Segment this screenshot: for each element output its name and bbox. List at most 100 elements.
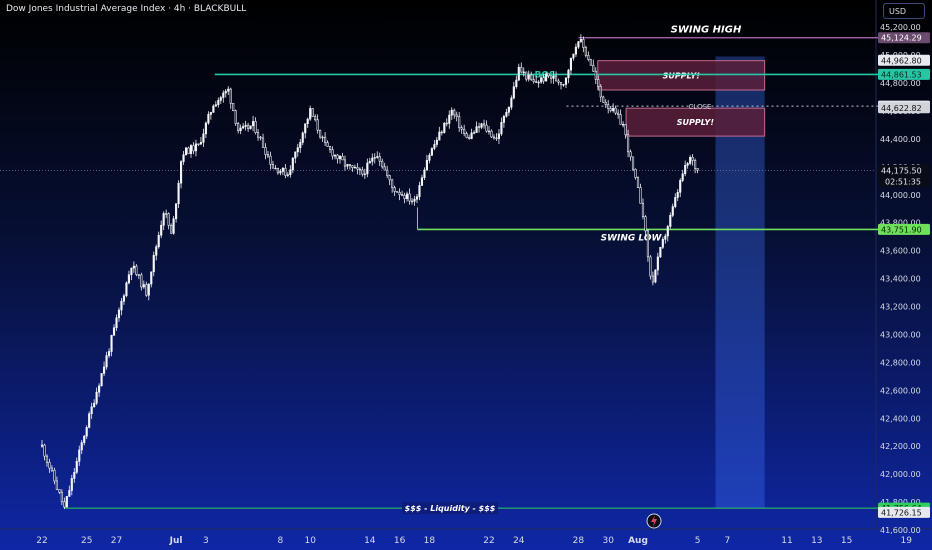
price-label-box	[878, 223, 930, 235]
candle-body-191	[515, 79, 518, 87]
candle-body-141	[391, 179, 394, 189]
candle-body-132	[368, 161, 371, 164]
candle-body-29	[112, 327, 116, 336]
y-tick-label: 43,400.00	[880, 275, 921, 284]
x-tick-label: 5	[695, 536, 701, 546]
candle-body-92	[269, 155, 272, 165]
y-tick-label: 43,000.00	[880, 330, 921, 339]
candle-body-233	[619, 114, 622, 125]
candle-body-165	[450, 109, 453, 116]
candle-body-114	[324, 136, 327, 143]
candle-body-44	[150, 271, 153, 285]
candle-body-54	[175, 203, 178, 220]
chart-title: Dow Jones Industrial Average Index · 4h …	[6, 4, 247, 14]
candle-body-109	[311, 108, 314, 117]
candle-body-47	[157, 234, 160, 248]
candle-body-116	[328, 146, 332, 150]
candle-body-206	[552, 75, 555, 79]
candle-body-150	[413, 198, 416, 202]
candle-body-127	[356, 166, 359, 170]
candle-body-204	[547, 73, 550, 77]
candle-body-24	[100, 373, 103, 387]
annotation-layer: SUPPLY! SUPPLY! SWING HIGH BOS CLOSE SWING LO…	[0, 25, 914, 515]
candle-body-122	[343, 159, 347, 167]
candle-body-95	[276, 167, 279, 174]
candle-body-209	[559, 82, 563, 85]
candle-body-7	[58, 489, 61, 493]
swing-high-label: SWING HIGH	[671, 25, 742, 36]
candle-body-83	[247, 124, 250, 129]
candle-body-32	[120, 300, 123, 311]
candle-body-13	[73, 472, 76, 479]
candle-body-232	[617, 112, 620, 115]
price-axis[interactable]: 41,600.00 41,800.00 42,000.00 42,200.00 42,4…	[878, 23, 930, 535]
candle-body-145	[401, 194, 404, 196]
candle-body-246	[651, 275, 654, 283]
supply-label-2: SUPPLY!	[677, 118, 715, 127]
candle-body-126	[353, 166, 356, 169]
x-tick-label: 15	[841, 536, 852, 546]
candle-body-45	[152, 255, 155, 273]
price-label: 44,622.82	[881, 104, 922, 113]
candle-body-186	[502, 115, 505, 123]
lightning-icon[interactable]	[646, 513, 662, 529]
candle-body-229	[609, 108, 612, 112]
candle-body-106	[304, 123, 307, 134]
currency-selector[interactable]: USD	[883, 3, 925, 19]
y-tick-label: 43,200.00	[880, 303, 921, 312]
candle-body-43	[147, 283, 150, 296]
candle-body-0	[40, 444, 44, 447]
candle-body-124	[348, 164, 352, 166]
y-tick-label: 45,200.00	[880, 23, 921, 32]
candle-body-41	[142, 284, 145, 288]
candle-body-153	[420, 177, 424, 186]
candle-body-131	[366, 162, 369, 175]
candle-body-221	[589, 59, 592, 66]
candle-body-111	[316, 119, 319, 131]
candle-body-164	[448, 114, 451, 124]
candle-body-12	[70, 478, 73, 491]
candle-body-134	[373, 157, 376, 159]
candle-body-57	[182, 154, 185, 162]
price-label-box	[878, 32, 930, 44]
candle-body-214	[572, 53, 575, 59]
candle-body-103	[296, 147, 299, 153]
candle-body-180	[487, 130, 491, 133]
candle-body-74	[224, 90, 227, 94]
candle-body-210	[562, 84, 565, 86]
candle-body-234	[622, 124, 625, 126]
candle-body-133	[371, 157, 374, 162]
candle-body-128	[358, 168, 361, 171]
candle-body-80	[239, 127, 242, 132]
candle-body-61	[192, 145, 195, 152]
price-label: 41,726.15	[881, 508, 922, 517]
candle-body-205	[550, 75, 553, 79]
candle-body-189	[510, 97, 513, 108]
candle-body-40	[140, 274, 143, 288]
price-label-box	[878, 102, 930, 114]
candle-body-50	[165, 213, 168, 215]
candle-body-89	[261, 137, 265, 148]
candle-body-156	[428, 154, 431, 161]
candle-body-121	[341, 156, 344, 161]
candle-body-239	[634, 168, 637, 178]
candle-body-161	[440, 131, 443, 134]
candle-body-14	[75, 461, 78, 473]
candle-body-118	[333, 154, 337, 157]
y-tick-label: 41,600.00	[880, 526, 921, 535]
candle-body-192	[517, 66, 520, 81]
y-tick-label: 41,800.00	[880, 498, 921, 507]
y-tick-label: 43,800.00	[880, 219, 921, 228]
candle-body-56	[179, 161, 183, 184]
candle-body-81	[242, 126, 245, 129]
candle-body-27	[107, 351, 111, 356]
close-label: CLOSE	[689, 103, 712, 111]
candle-body-34	[125, 282, 128, 297]
candle-body-38	[135, 265, 138, 275]
candle-body-8	[60, 491, 63, 503]
candle-body-144	[398, 191, 401, 195]
candle-body-102	[294, 151, 297, 159]
time-axis[interactable]: 22 25 27 Jul 3 8 10 14 16 18 22 24 28 30 Aug 5 7 11 13 15 19	[36, 536, 912, 546]
x-tick-label: 22	[483, 536, 494, 546]
